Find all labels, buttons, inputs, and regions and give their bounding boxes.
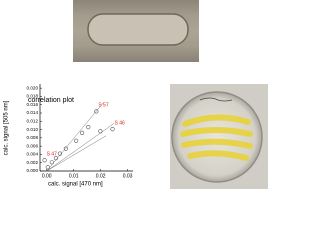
y-tick-label: 0.002 <box>27 160 39 165</box>
fit-line <box>46 135 107 172</box>
x-tick-label: 0.03 <box>123 173 133 179</box>
point <box>63 146 68 151</box>
y-tick-label: 0.010 <box>27 127 39 132</box>
point <box>49 160 54 165</box>
y-tick-label: 0.018 <box>27 94 39 99</box>
point <box>86 124 91 130</box>
x-axis-label: calc. signal [470 nm] <box>48 182 103 188</box>
x-tick-label: 0.01 <box>69 173 79 179</box>
y-tick-label: 0.016 <box>27 102 39 107</box>
figure: correlation plot calc. signal [470 nm] c… <box>4 0 268 189</box>
y-tick-label: 0.014 <box>27 110 39 115</box>
y-tick-label: 0.004 <box>27 152 39 157</box>
capillary-photo <box>73 0 199 62</box>
y-tick-label: 0.012 <box>27 119 39 124</box>
annotation: S 47 <box>47 152 58 158</box>
point <box>42 158 47 163</box>
x-tick-label: 0.00 <box>42 173 52 179</box>
fit-line <box>46 123 115 172</box>
x-tick-label: 0.02 <box>96 173 106 179</box>
point <box>53 156 59 161</box>
scatter-plot: correlation plot calc. signal [470 nm] c… <box>4 84 133 188</box>
point <box>110 127 115 132</box>
point <box>94 109 99 114</box>
point <box>98 129 103 134</box>
y-tick-label: 0.020 <box>27 85 39 90</box>
point <box>57 151 63 156</box>
y-axis-label: calc. signal [505 nm] <box>4 100 10 155</box>
annotation: S 57 <box>98 103 109 109</box>
annotation: S 46 <box>115 120 126 126</box>
point <box>45 165 50 170</box>
petri-photo <box>170 84 268 189</box>
chart-title: correlation plot <box>28 97 74 104</box>
y-tick-label: 0.008 <box>27 135 39 140</box>
point <box>74 138 79 143</box>
point <box>79 130 85 135</box>
fit-line <box>46 102 104 172</box>
y-tick-label: 0.000 <box>27 168 39 173</box>
y-tick-label: 0.006 <box>27 143 39 148</box>
